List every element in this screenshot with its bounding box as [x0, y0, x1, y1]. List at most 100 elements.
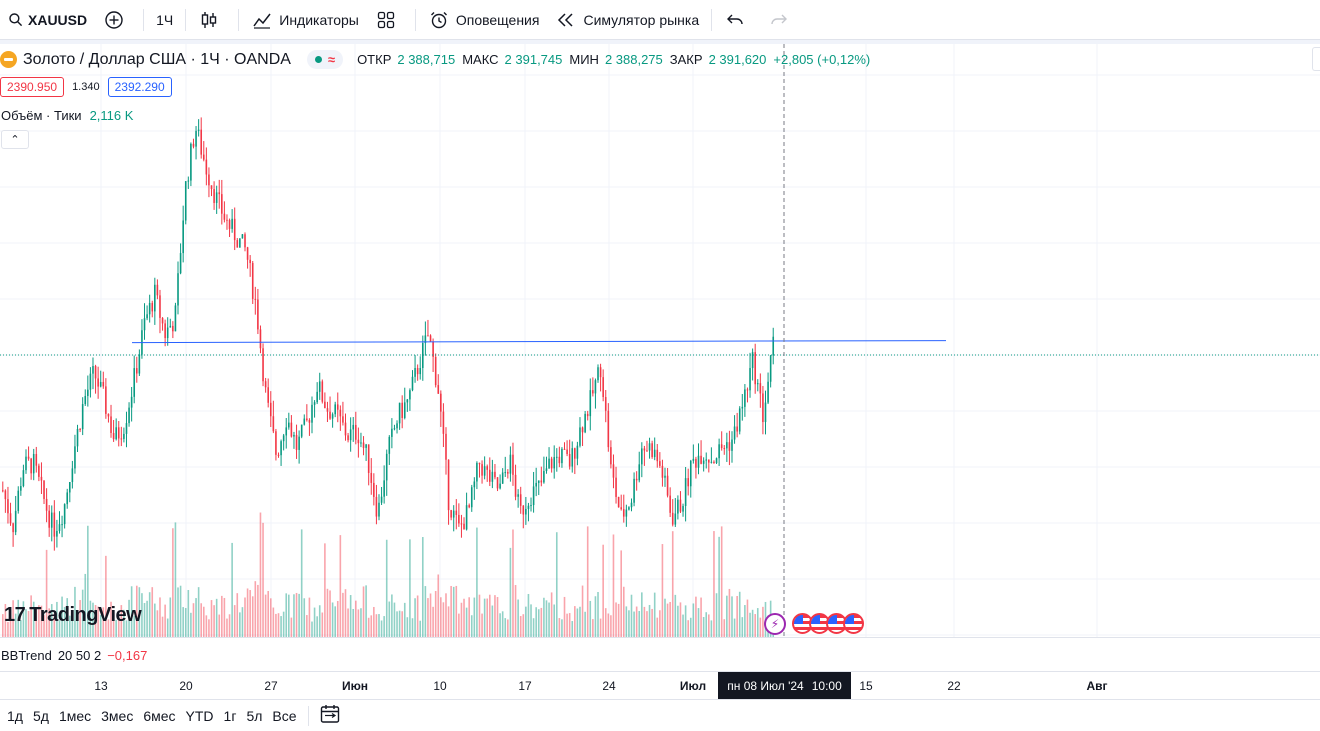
chart-type-button[interactable] — [190, 0, 234, 40]
candle-body — [514, 474, 517, 497]
candle-body — [7, 499, 9, 514]
volume-bar — [133, 615, 136, 637]
volume-bar — [277, 613, 280, 637]
chevron-up-icon: ⌃ — [10, 134, 20, 146]
candle-body — [336, 404, 339, 410]
candle-body — [71, 468, 74, 483]
candle-body — [643, 448, 646, 451]
candle-body — [239, 238, 241, 248]
volume-bar — [89, 600, 92, 637]
range-button-6[interactable]: 1г — [223, 708, 237, 724]
calendar-range-icon[interactable] — [319, 703, 341, 730]
collapse-legend-button[interactable]: ⌃ — [1, 130, 29, 149]
us-flag-event-icon[interactable] — [809, 613, 830, 634]
alerts-button[interactable]: Оповещения — [420, 0, 548, 40]
volume-bar — [249, 590, 251, 637]
candle-body — [269, 402, 272, 417]
candle-body — [272, 416, 275, 432]
volume-bar — [424, 586, 427, 637]
templates-button[interactable] — [367, 0, 411, 40]
buy-button[interactable]: 2392.290 — [107, 77, 172, 97]
volume-bar — [125, 620, 128, 637]
toolbar-divider — [711, 8, 713, 31]
symbol-title[interactable]: Золото / Доллар США · 1Ч · OANDA — [23, 50, 291, 68]
lightning-event-icon[interactable]: ⚡ — [764, 613, 786, 635]
candle-body — [648, 443, 651, 451]
candle-body — [38, 465, 40, 477]
volume-bar — [682, 614, 684, 637]
us-flag-event-icon[interactable] — [843, 613, 864, 634]
candle-body — [501, 472, 504, 484]
range-button-2[interactable]: 1мес — [58, 708, 92, 724]
candle-body — [421, 343, 424, 368]
candle-body — [671, 512, 674, 525]
volume-bar — [120, 605, 123, 637]
candle-body — [731, 439, 733, 451]
range-button-1[interactable]: 5д — [32, 708, 49, 724]
price-chart[interactable] — [0, 44, 1320, 637]
symbol-search[interactable]: XAUUSD — [0, 0, 95, 40]
undo-button[interactable] — [716, 0, 760, 40]
time-axis[interactable]: Авг 22 15 Июл 24 17 10 Июн 27 20 13 пн 08 Июл '24 … — [0, 671, 1320, 700]
volume-bar — [633, 611, 635, 637]
tradingview-logo[interactable]: 17 TradingView — [4, 604, 142, 627]
indicators-icon — [251, 9, 273, 31]
search-icon — [8, 9, 24, 31]
candle-body — [689, 460, 692, 487]
candle-body — [56, 530, 58, 537]
bbtrend-value: −0,167 — [107, 648, 148, 663]
range-button-7[interactable]: 5л — [246, 708, 263, 724]
candle-body — [133, 368, 136, 397]
candle-body — [638, 464, 641, 481]
candle-body — [329, 411, 331, 419]
indicators-button[interactable]: Индикаторы — [243, 0, 367, 40]
volume-bar — [43, 615, 45, 637]
range-button-8[interactable]: Все — [272, 708, 297, 724]
candle-body — [726, 442, 728, 449]
volume-legend[interactable]: Объём · Тики 2,116 K — [1, 108, 133, 123]
replay-button[interactable]: Симулятор рынка — [547, 0, 707, 40]
range-button-3[interactable]: 3мес — [101, 708, 134, 724]
top-toolbar: XAUUSD 1Ч Индикаторы Оповещения — [0, 0, 1320, 40]
candle-body — [107, 413, 110, 417]
candle-body — [187, 180, 190, 182]
candle-body — [566, 449, 568, 455]
candle-body — [486, 466, 489, 470]
interval-button[interactable]: 1Ч — [148, 0, 181, 40]
volume-bar — [705, 612, 708, 637]
volume-bar — [298, 593, 300, 637]
candle-body — [89, 373, 92, 390]
volume-bar — [597, 592, 599, 637]
volume-bar — [362, 586, 365, 637]
candle-body — [236, 240, 239, 248]
market-status-pill[interactable]: ≈ — [306, 50, 344, 69]
sell-button[interactable]: 2390.950 — [0, 77, 65, 97]
bbtrend-legend[interactable]: BBTrend 20 50 2 −0,167 — [1, 648, 147, 663]
chart-pane[interactable]: Золото / Доллар США · 1Ч · OANDA ≈ ОТКР … — [0, 44, 1320, 671]
volume-bar — [239, 612, 241, 637]
candle-body — [370, 472, 373, 483]
right-panel-toggle[interactable] — [1312, 47, 1320, 71]
volume-bar — [27, 610, 30, 637]
range-button-0[interactable]: 1д — [7, 708, 23, 724]
volume-bar — [543, 597, 545, 637]
candle-body — [720, 444, 723, 449]
compare-button[interactable] — [95, 0, 139, 40]
range-button-4[interactable]: 6мес — [143, 708, 176, 724]
volume-bar — [7, 622, 9, 637]
candle-body — [669, 495, 671, 513]
candle-body — [414, 368, 416, 377]
candle-body — [380, 496, 383, 503]
candle-body — [40, 476, 43, 481]
candle-body — [226, 219, 228, 221]
volume-bar — [460, 602, 463, 637]
bbtrend-pane[interactable]: BBTrend 20 50 2 −0,167 — [0, 637, 1320, 671]
candle-body — [43, 480, 45, 499]
volume-bar — [221, 595, 223, 637]
candle-body — [156, 284, 159, 296]
volume-bar — [12, 600, 14, 637]
volume-bar — [68, 615, 71, 637]
range-button-5[interactable]: YTD — [185, 708, 214, 724]
volume-bar — [375, 614, 378, 637]
redo-button[interactable] — [760, 0, 804, 40]
